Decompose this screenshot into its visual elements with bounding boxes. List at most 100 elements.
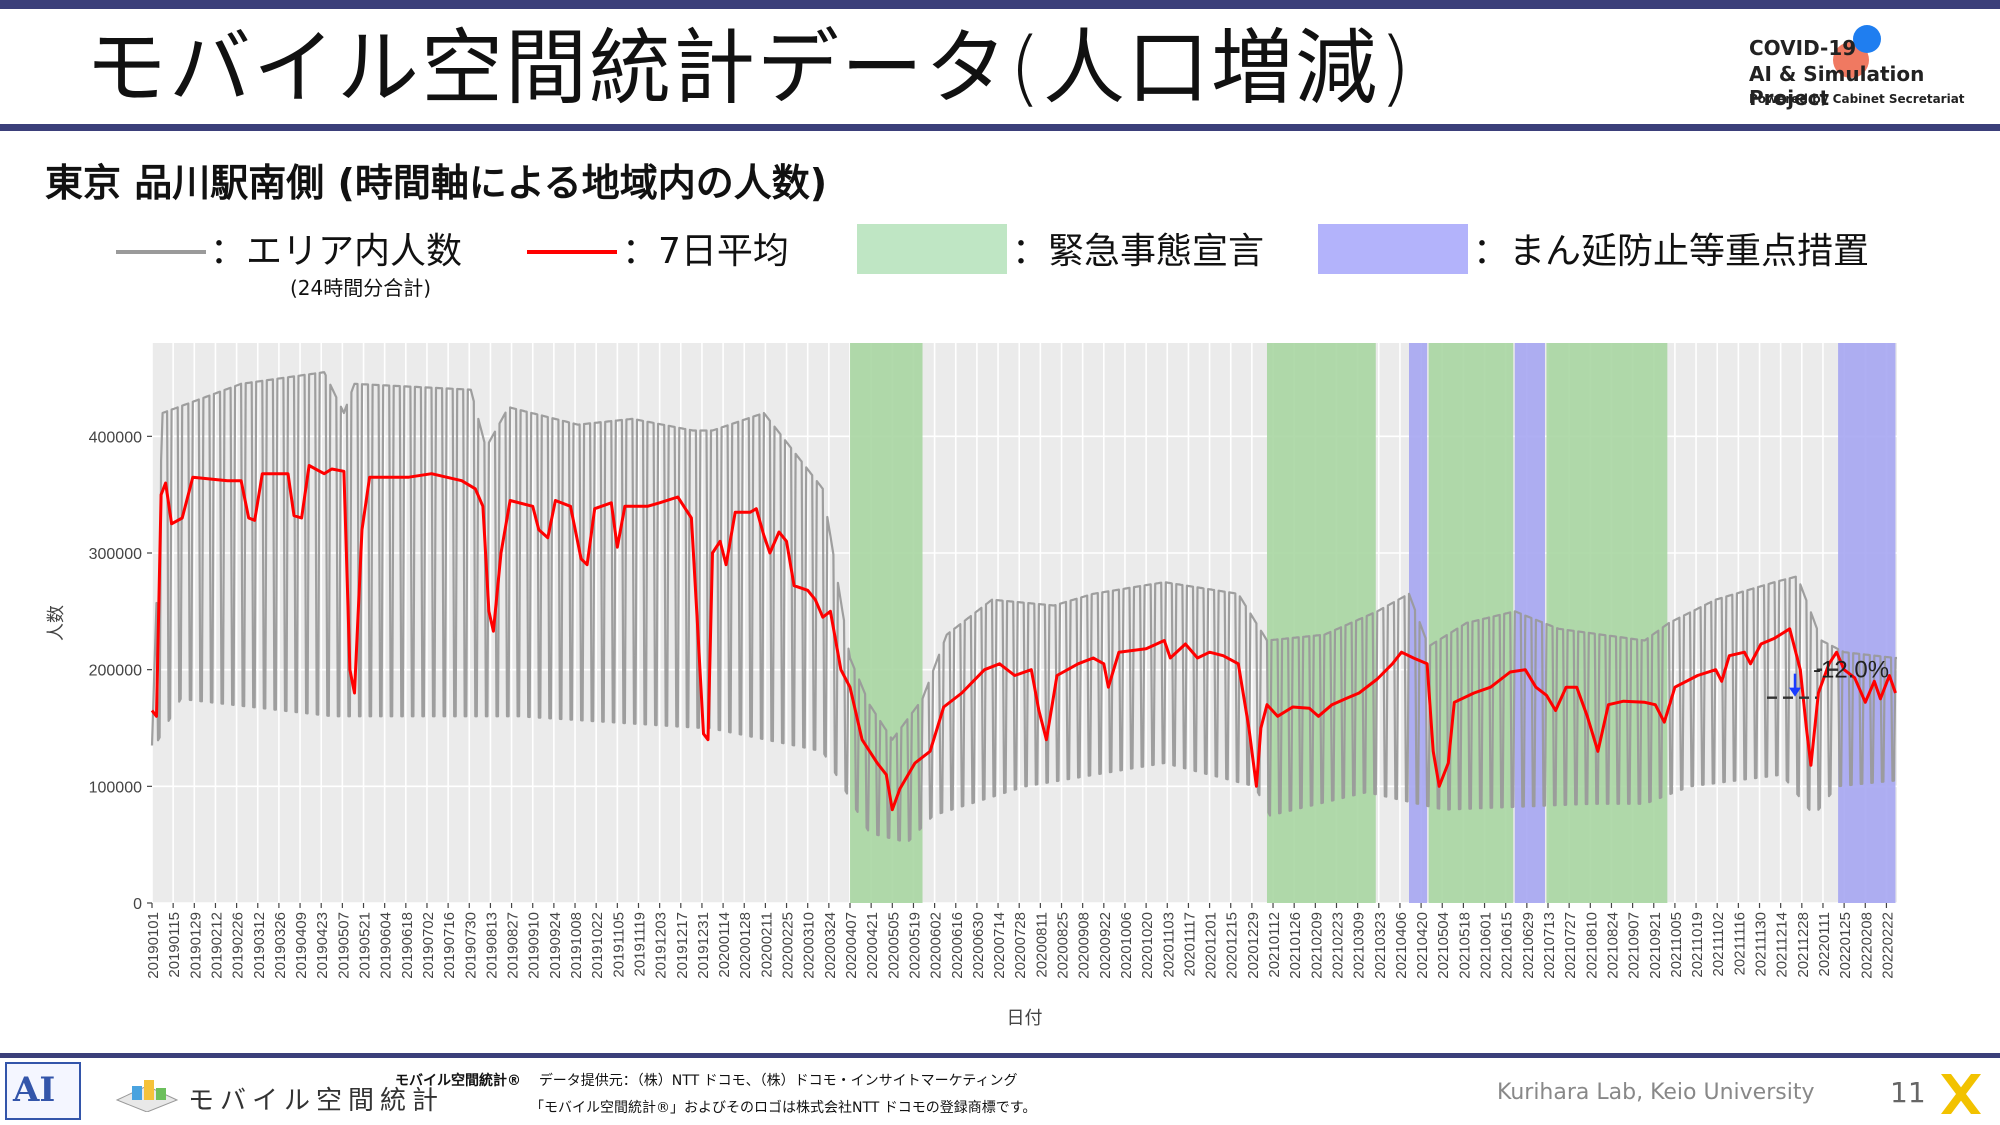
logo-line1: COVID-19 xyxy=(1749,36,1857,60)
legend-avg-label: ：7日平均 xyxy=(622,231,789,272)
legend-semi-swatch xyxy=(1318,224,1468,274)
x-tick-label: 20200602 xyxy=(928,912,945,979)
x-tick-label: 20211102 xyxy=(1710,912,1727,977)
page-number: 11 xyxy=(1890,1076,1926,1109)
mobile-stats-cube-icon xyxy=(115,1080,179,1112)
x-tick-label: 20200922 xyxy=(1097,912,1114,979)
x-tick-label: 20190129 xyxy=(187,912,204,979)
emergency-period xyxy=(1546,343,1668,903)
legend-raw-label: ：エリア内人数 xyxy=(210,231,463,272)
x-tick-label: 20210518 xyxy=(1456,912,1473,979)
x-tick-label: 20191203 xyxy=(653,912,670,979)
x-tick-label: 20200421 xyxy=(864,912,881,979)
x-tick-label: 20200505 xyxy=(885,912,902,979)
logo-blue-dot xyxy=(1853,25,1881,53)
x-tick-label: 20191022 xyxy=(589,912,606,979)
x-tick-label: 20211019 xyxy=(1689,912,1706,978)
series-avg-line xyxy=(150,464,1897,812)
x-tick-label: 20210504 xyxy=(1435,912,1452,979)
chart-subtitle: 東京 品川駅南側 (時間軸による地域内の人数) xyxy=(45,161,828,205)
x-tick-label: 20190409 xyxy=(293,912,310,979)
y-tick-label: 300000 xyxy=(89,546,142,563)
x-tick-label: 20211005 xyxy=(1668,912,1685,978)
x-tick-label: 20190618 xyxy=(399,912,416,979)
x-tick-label: 20200630 xyxy=(970,912,987,979)
x-tick-label: 20210406 xyxy=(1393,912,1410,979)
x-tick-label: 20201103 xyxy=(1160,912,1177,978)
x-tick-label: 20200407 xyxy=(843,912,860,979)
emergency-period xyxy=(1266,343,1376,903)
x-tick-label: 20191105 xyxy=(610,912,627,978)
x-tick-label: 20211116 xyxy=(1731,912,1748,975)
footer-rule xyxy=(0,1053,2000,1058)
x-tick-label: 20190212 xyxy=(208,912,225,979)
x-tick-label: 20210309 xyxy=(1351,912,1368,979)
x-tick-label: 20190312 xyxy=(251,912,268,979)
x-tick-label: 20191217 xyxy=(674,912,691,979)
annotation-arrow-head xyxy=(1789,687,1801,697)
data-credit-line1: モバイル空間統計® データ提供元：（株）NTT ドコモ、（株）ドコモ・インサイト… xyxy=(395,1070,1017,1090)
x-tick-label: 20190924 xyxy=(547,912,564,979)
x-tick-label: 20190716 xyxy=(441,912,458,979)
x-tick-label: 20220222 xyxy=(1879,912,1896,979)
x-tick-label: 20210209 xyxy=(1308,912,1325,979)
y-tick-label: 400000 xyxy=(89,429,142,446)
x-tick-label: 20220111 xyxy=(1816,912,1833,977)
x-tick-label: 20201201 xyxy=(1203,912,1220,979)
credit-source: データ提供元：（株）NTT ドコモ、（株）ドコモ・インサイトマーケティング xyxy=(538,1073,1018,1089)
legend-raw-swatch xyxy=(116,250,206,254)
x-tick-label: 20200225 xyxy=(780,912,797,979)
x-tick-label: 20201229 xyxy=(1245,912,1262,979)
y-tick-label: 100000 xyxy=(89,779,142,796)
x-tick-label: 20200519 xyxy=(906,912,923,979)
x-tick-label: 20201215 xyxy=(1224,912,1241,979)
x-tick-label: 20210323 xyxy=(1372,912,1389,979)
x-tick-label: 20210824 xyxy=(1604,912,1621,979)
change-annotation: -12.0% xyxy=(1767,657,1889,699)
top-accent-bar xyxy=(0,0,2000,9)
x-tick-label: 20211228 xyxy=(1795,912,1812,978)
policy-periods xyxy=(850,343,1896,903)
x-tick-label: 20200908 xyxy=(1076,912,1093,979)
annotation-label: -12.0% xyxy=(1813,657,1889,684)
x-tick-label: 20210921 xyxy=(1647,912,1664,979)
legend-emergency-swatch xyxy=(857,224,1007,274)
semi-emergency-period xyxy=(1409,343,1428,903)
x-tick-label: 20220125 xyxy=(1837,912,1854,979)
x-tick-label: 20210601 xyxy=(1478,912,1495,979)
x-axis: 20190101 20190115 20190129 20190212 20190226… xyxy=(145,903,1896,979)
x-tick-label: 20190827 xyxy=(505,912,522,979)
legend-avg-swatch xyxy=(527,250,617,254)
x-tick-label: 20210126 xyxy=(1287,912,1304,979)
x-tick-label: 20190813 xyxy=(483,912,500,979)
mobile-stats-logo-text: モバイル空間統計 xyxy=(188,1086,445,1116)
x-mark-logo-icon xyxy=(1941,1074,1981,1114)
legend-emergency-label: ：緊急事態宣言 xyxy=(1012,231,1265,272)
semi-emergency-period xyxy=(1514,343,1545,903)
credit-brand: モバイル空間統計® xyxy=(395,1073,521,1089)
x-tick-label: 20190226 xyxy=(230,912,247,979)
x-tick-label: 20210713 xyxy=(1541,912,1558,979)
x-tick-label: 20191008 xyxy=(568,912,585,979)
x-tick-label: 20210420 xyxy=(1414,912,1431,979)
project-logo: COVID-19 AI & Simulation Project Powered… xyxy=(1745,20,1985,120)
x-tick-label: 20190910 xyxy=(526,912,543,979)
x-tick-label: 20210615 xyxy=(1499,912,1516,979)
x-tick-label: 20190521 xyxy=(357,912,374,979)
x-tick-label: 20190326 xyxy=(272,912,289,979)
title-rule xyxy=(0,124,2000,131)
x-tick-label: 20190604 xyxy=(378,912,395,979)
x-tick-label: 20200310 xyxy=(801,912,818,979)
data-credit-line2: 「モバイル空間統計®」およびそのロゴは株式会社NTT ドコモの登録商標です。 xyxy=(530,1100,1037,1116)
x-tick-label: 20210223 xyxy=(1329,912,1346,979)
legend-semi-label: ：まん延防止等重点措置 xyxy=(1473,231,1870,272)
x-tick-label: 20201006 xyxy=(1118,912,1135,979)
x-tick-label: 20210907 xyxy=(1626,912,1643,979)
x-tick-label: 20190702 xyxy=(420,912,437,979)
x-tick-label: 20211214 xyxy=(1774,912,1791,978)
x-tick-label: 20210727 xyxy=(1562,912,1579,979)
x-tick-label: 20200114 xyxy=(716,912,733,978)
x-axis-label: 日付 xyxy=(1007,1008,1043,1029)
x-tick-label: 20191119 xyxy=(631,912,648,977)
